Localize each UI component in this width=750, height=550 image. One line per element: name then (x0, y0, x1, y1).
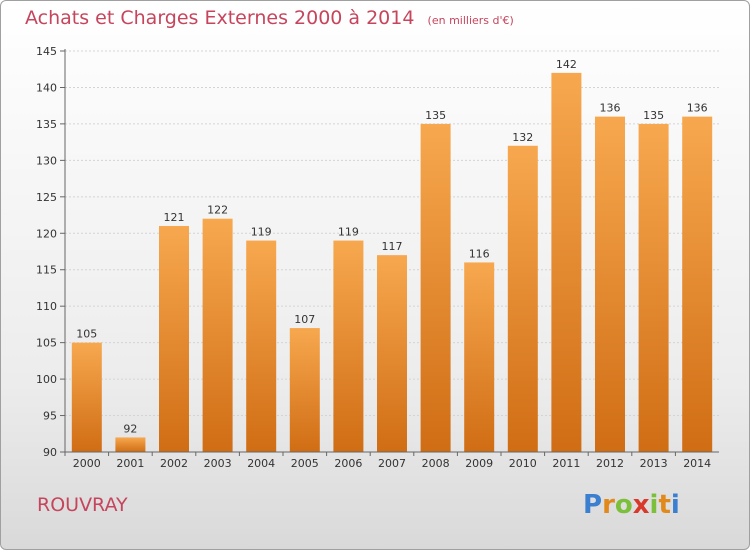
y-tick-label: 105 (36, 337, 57, 350)
y-tick-label: 115 (36, 264, 57, 277)
x-tick-label: 2003 (204, 457, 232, 470)
x-tick-label: 2009 (465, 457, 493, 470)
bar-2010 (507, 145, 538, 453)
x-tick-label: 2012 (596, 457, 624, 470)
bar-2014 (682, 116, 713, 453)
data-label: 135 (425, 109, 446, 122)
x-tick-label: 2010 (509, 457, 537, 470)
proxiti-logo: Proxiti (583, 490, 680, 520)
y-tick-label: 140 (36, 81, 57, 94)
data-label: 116 (469, 247, 490, 260)
y-tick-label: 95 (43, 410, 57, 423)
bar-2005 (289, 328, 320, 452)
x-tick-label: 2011 (552, 457, 580, 470)
logo-letter: t (658, 490, 671, 520)
y-tick-label: 125 (36, 191, 57, 204)
y-tick-label: 110 (36, 300, 57, 313)
x-tick-label: 2004 (247, 457, 275, 470)
bar-2003 (202, 218, 233, 452)
data-label: 119 (338, 226, 359, 239)
bar-2001 (115, 437, 146, 452)
data-label: 107 (294, 313, 315, 326)
bar-2004 (246, 240, 277, 452)
data-label: 117 (382, 240, 403, 253)
x-tick-label: 2006 (334, 457, 362, 470)
data-label: 135 (643, 109, 664, 122)
y-tick-label: 90 (43, 446, 57, 459)
bar-2006 (333, 240, 364, 452)
chart-title: Achats et Charges Externes 2000 à 2014 (25, 7, 415, 29)
data-label: 105 (76, 328, 97, 341)
y-tick-label: 130 (36, 154, 57, 167)
data-label: 122 (207, 204, 228, 217)
bar-2012 (595, 116, 625, 453)
y-tick-label: 100 (36, 373, 57, 386)
data-label: 132 (512, 131, 533, 144)
y-tick-label: 145 (36, 45, 57, 58)
commune-name: ROUVRAY (37, 494, 128, 516)
data-label: 92 (123, 422, 137, 435)
bar-2013 (638, 123, 669, 452)
y-tick-label: 120 (36, 227, 57, 240)
logo-letter: o (614, 490, 633, 520)
x-tick-label: 2005 (291, 457, 319, 470)
data-label: 136 (600, 102, 621, 115)
x-tick-label: 2007 (378, 457, 406, 470)
x-tick-label: 2000 (73, 457, 101, 470)
x-tick-label: 2008 (422, 457, 450, 470)
chart-subtitle: (en milliers d'€) (427, 14, 514, 27)
data-label: 119 (251, 226, 272, 239)
logo-letter: P (583, 490, 603, 520)
x-tick-label: 2014 (683, 457, 711, 470)
x-axis: 2000 2001 2002 2003 2004 2005 2006 2007 2008 2009… (64, 451, 719, 470)
x-tick-label: 2001 (116, 457, 144, 470)
y-tick-label: 135 (36, 118, 57, 131)
title-row: Achats et Charges Externes 2000 à 2014 (… (25, 7, 514, 29)
bar-2008 (420, 123, 451, 452)
data-label: 121 (164, 211, 185, 224)
bar-2011 (551, 72, 582, 452)
bar-2000 (71, 342, 102, 452)
y-axis: 90 95 100 105 110 115 120 125 130 135 140 145 (36, 45, 66, 459)
bar-2002 (159, 225, 189, 452)
logo-letter: i (670, 490, 680, 520)
data-label: 142 (556, 58, 577, 71)
bars: 105 92 121 122 119 107 119 117 135 116 132 142 136 13… (71, 58, 713, 453)
x-tick-label: 2013 (640, 457, 668, 470)
bar-2009 (464, 262, 495, 452)
x-tick-label: 2002 (160, 457, 188, 470)
logo-letter: r (602, 490, 615, 520)
bar-2007 (377, 255, 407, 452)
logo-letter: x (632, 490, 650, 520)
data-label: 136 (687, 102, 708, 115)
logo-letter: i (649, 490, 659, 520)
